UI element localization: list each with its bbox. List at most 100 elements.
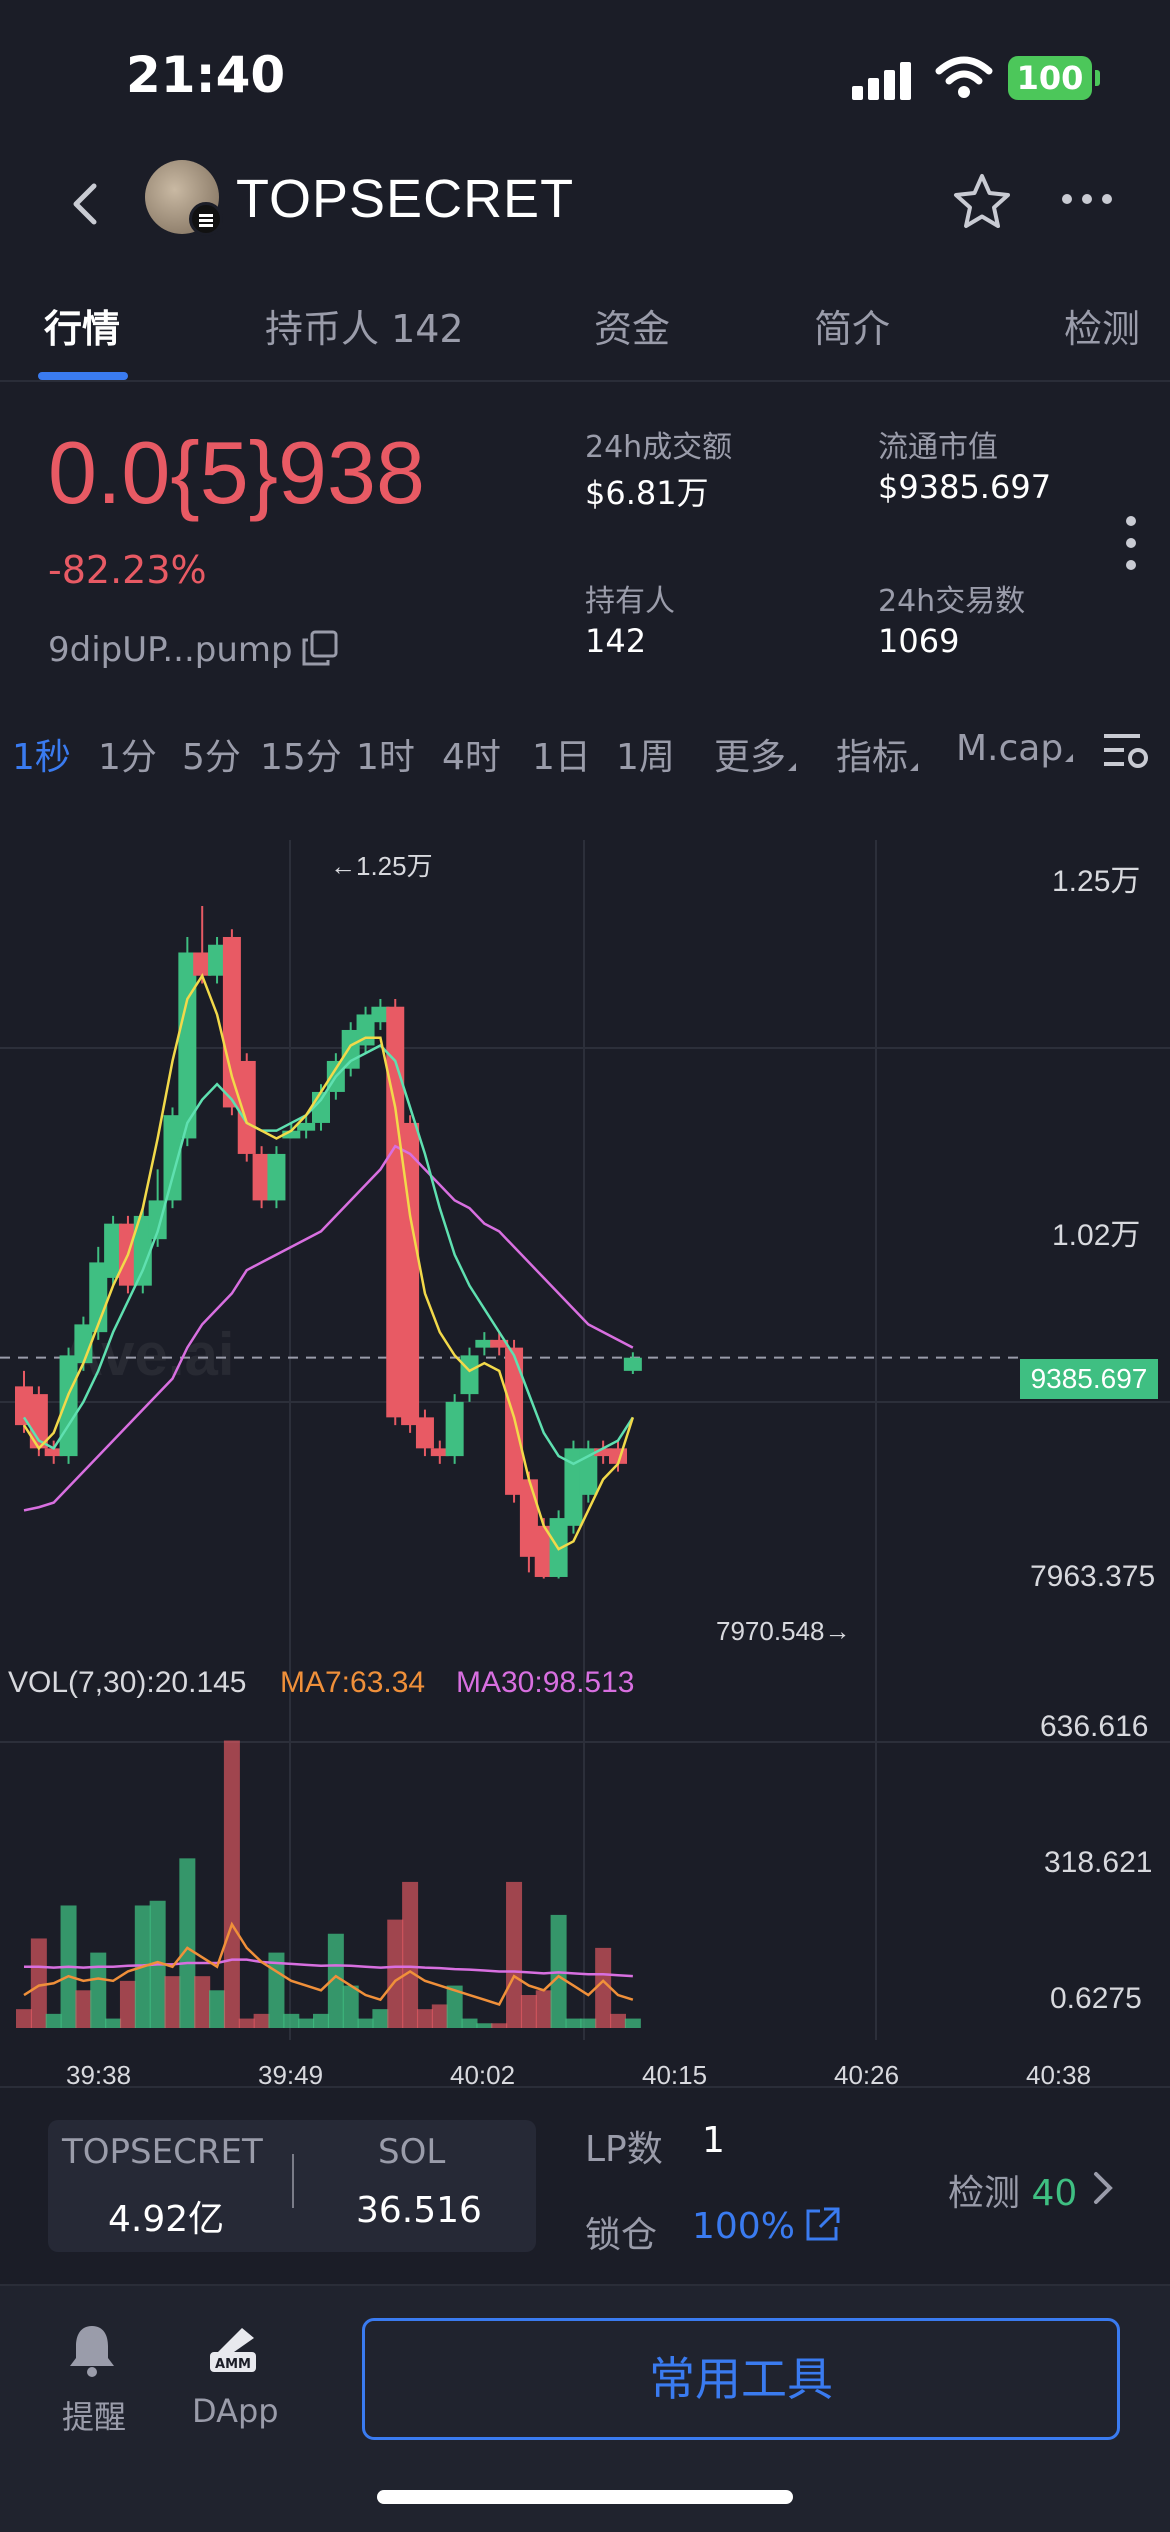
wifi-icon: [935, 56, 993, 98]
volume-bar: [580, 2018, 597, 2028]
stats-more-icon[interactable]: [1126, 516, 1138, 572]
volume-bar: [164, 1976, 181, 2028]
bell-icon[interactable]: [66, 2322, 118, 2378]
token-avatar: [145, 160, 223, 236]
candle: [252, 1153, 271, 1201]
interval-option[interactable]: 1日: [532, 737, 591, 778]
candle: [594, 1448, 613, 1457]
volume-bar: [595, 1947, 612, 2028]
volume-bar: [402, 1881, 419, 2028]
cellular-signal-icon: [852, 60, 912, 100]
candle: [222, 936, 241, 1108]
tab-holders[interactable]: 持币人 142: [265, 307, 464, 351]
detect-link[interactable]: 检测 40: [948, 2164, 1077, 2216]
candle: [415, 1417, 434, 1449]
interval-option[interactable]: 1分: [98, 737, 157, 778]
volume-bar: [624, 2018, 641, 2028]
token-header: TOPSECRET: [0, 150, 1170, 300]
holders-value: 142: [585, 622, 647, 660]
volume-bar: [372, 2009, 389, 2028]
dapp-label[interactable]: DApp: [192, 2392, 279, 2430]
candle: [460, 1355, 479, 1395]
y-axis-label-low: 7963.375: [1030, 1560, 1156, 1593]
tab-bar: 行情 持币人 142 资金 简介 检测: [0, 290, 1170, 382]
volume-bar: [461, 2018, 478, 2028]
candle: [148, 1200, 167, 1240]
candle: [430, 1448, 449, 1457]
external-link-icon[interactable]: [802, 2205, 842, 2245]
interval-dropdown[interactable]: M.cap: [956, 728, 1074, 769]
chart-settings-icon[interactable]: [1100, 728, 1150, 772]
status-bar: 21:40 100: [0, 0, 1170, 150]
chevron-right-icon[interactable]: [1092, 2168, 1116, 2208]
common-tools-button[interactable]: 常用工具: [362, 2318, 1120, 2440]
low-annotation: 7970.548→: [716, 1616, 851, 1646]
volume-bar: [105, 2018, 122, 2028]
candle: [564, 1448, 583, 1526]
tab-market[interactable]: 行情: [44, 307, 121, 351]
contract-address[interactable]: 9dipUP...pump: [48, 630, 293, 670]
volume-bar: [491, 2023, 508, 2028]
solana-chain-icon: [189, 202, 223, 236]
more-options-icon[interactable]: [1062, 184, 1122, 214]
candle: [44, 1448, 63, 1457]
volume-bar: [535, 1990, 552, 2028]
volume-ma7-line: [23, 1921, 634, 2006]
token-title: TOPSECRET: [236, 169, 575, 229]
holders-label: 持有人: [585, 584, 675, 619]
interval-option[interactable]: 1周: [616, 737, 675, 778]
lock-value[interactable]: 100%: [692, 2206, 795, 2247]
interval-option[interactable]: 4时: [442, 737, 501, 778]
candle: [386, 1006, 405, 1418]
candle: [193, 952, 212, 976]
favorite-star-icon[interactable]: [950, 170, 1014, 234]
y-axis-label-high: 1.25万: [1052, 865, 1141, 898]
ma-purple-line: [23, 1144, 634, 1512]
interval-option[interactable]: 5分: [182, 737, 241, 778]
volume-label: 24h成交额: [585, 430, 733, 465]
tab-detect[interactable]: 检测: [1064, 307, 1141, 351]
volume-bar: [416, 2009, 433, 2028]
volume-bar: [520, 1995, 537, 2028]
volume-bar: [298, 2018, 315, 2028]
tab-intro[interactable]: 简介: [814, 307, 891, 351]
reserve-separator: [292, 2154, 294, 2208]
volume-bar: [30, 1938, 47, 2028]
back-icon[interactable]: [58, 174, 118, 234]
volume-bar: [253, 2013, 270, 2028]
dropdown-arrow-icon: [788, 763, 797, 771]
copy-icon[interactable]: [300, 628, 340, 668]
dropdown-arrow-icon: [910, 763, 919, 771]
volume-bar: [75, 1990, 92, 2028]
alert-label[interactable]: 提醒: [62, 2398, 127, 2436]
candle: [163, 1115, 182, 1201]
interval-option[interactable]: 1时: [356, 737, 415, 778]
volume-ma7-legend: MA7:63.34: [280, 1666, 426, 1699]
candle: [59, 1355, 78, 1457]
detect-count: 40: [1031, 2173, 1078, 2214]
dropdown-arrow-icon: [1065, 754, 1074, 762]
volume-bar: [179, 1858, 196, 2028]
candle: [237, 1060, 256, 1154]
volume-bar: [387, 1919, 404, 2028]
quote-reserve-value: 36.516: [356, 2190, 482, 2231]
volume-bar: [610, 2013, 626, 2028]
high-annotation: ←1.25万: [330, 851, 433, 881]
candle: [371, 1006, 390, 1023]
candle: [579, 1448, 598, 1495]
lp-count-label: LP数: [585, 2129, 663, 2170]
tab-funds[interactable]: 资金: [594, 307, 671, 351]
quote-reserve-label: SOL: [378, 2132, 446, 2172]
interval-option[interactable]: 1秒: [12, 737, 71, 778]
price-chart[interactable]: [0, 820, 1170, 2100]
amm-dapp-icon[interactable]: AMM: [204, 2322, 262, 2378]
interval-option[interactable]: 15分: [260, 737, 342, 778]
volume-bar: [16, 2009, 32, 2028]
x-tick-4: 40:15: [642, 2060, 708, 2090]
volume-ma30-line: [24, 1958, 633, 1978]
current-price-tag: 9385.697: [1020, 1359, 1158, 1399]
x-tick-1: 39:38: [66, 2060, 132, 2090]
interval-dropdown[interactable]: 更多: [714, 728, 797, 780]
interval-dropdown[interactable]: 指标: [836, 728, 919, 780]
lp-count-value: 1: [702, 2120, 725, 2161]
